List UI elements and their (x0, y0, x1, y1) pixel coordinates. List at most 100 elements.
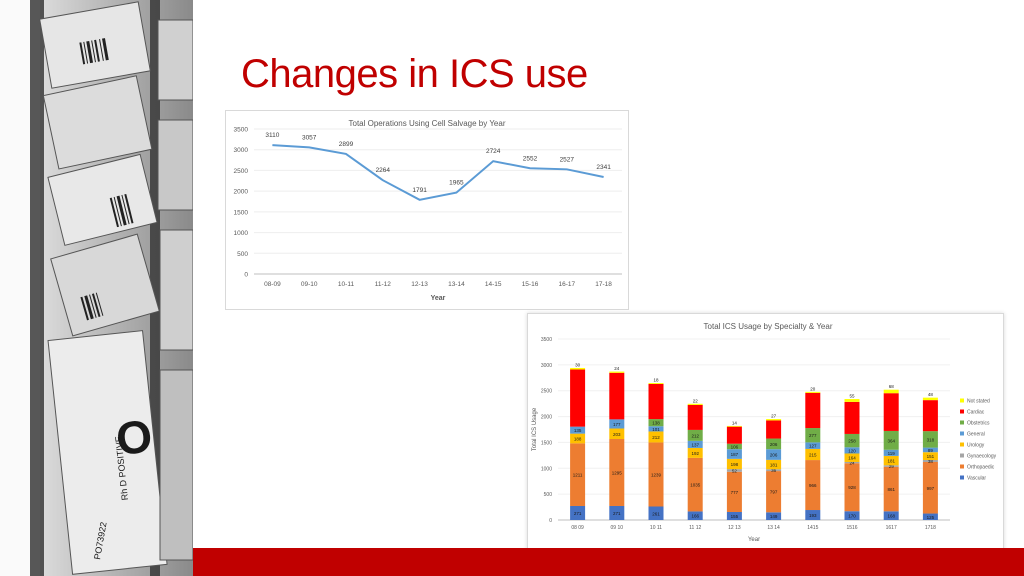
data-label: 3057 (302, 134, 317, 141)
bar-value-label: 181 (770, 463, 778, 468)
bar-value-label: 277 (809, 433, 817, 438)
bar-value-label: 928 (848, 485, 856, 490)
bar-segment (883, 449, 899, 456)
bar-value-label: 151 (927, 454, 935, 459)
bar-segment (805, 442, 821, 449)
bar-segment (726, 471, 742, 512)
bar-segment (609, 428, 625, 440)
bar-segment (922, 447, 938, 453)
bar-value-label: 135 (574, 428, 582, 433)
bar-value-label: 119 (888, 451, 896, 456)
y-tick-label: 1000 (541, 466, 552, 472)
bar-segment (687, 403, 703, 405)
bar-value-label: 106 (731, 444, 739, 449)
bar-value-label: 966 (809, 483, 817, 488)
data-label: 2724 (486, 148, 501, 155)
bar-segment (766, 469, 782, 472)
x-tick-label: 15-16 (522, 281, 539, 288)
y-tick-label: 2000 (234, 189, 249, 196)
bar-value-label: 1295 (612, 471, 623, 476)
legend-swatch (960, 409, 964, 414)
bar-segment (844, 463, 860, 512)
bar-segment (922, 397, 938, 401)
bar-segment (844, 447, 860, 454)
bar-segment (883, 389, 899, 394)
bar-segment (726, 426, 742, 444)
bar-value-label: 127 (809, 444, 817, 449)
bar-value-label: 188 (574, 436, 582, 441)
bar-value-label: 258 (848, 439, 856, 444)
bar-segment (883, 430, 899, 450)
bar-value-label: 212 (652, 435, 660, 440)
bar-segment (844, 453, 860, 462)
y-tick-label: 3500 (234, 127, 249, 134)
bar-segment (766, 419, 782, 421)
data-label: 2527 (560, 156, 575, 163)
legend-label: Not stated (967, 399, 990, 405)
bar-value-label: 14 (732, 420, 738, 425)
bar-value-label: 170 (848, 514, 856, 519)
bar-value-label: 18 (653, 378, 659, 383)
bar-segment (570, 433, 586, 444)
bar-segment (648, 383, 664, 384)
bar-value-label: 177 (613, 422, 621, 427)
y-axis-label: Total ICS Usage (532, 407, 538, 451)
bar-value-label: 203 (613, 432, 621, 437)
x-tick-label: 14-15 (485, 281, 502, 288)
x-tick-label: 08-09 (264, 281, 281, 288)
bar-segment (570, 367, 586, 370)
series-line (272, 144, 604, 201)
x-tick-label: 09 10 (611, 525, 624, 531)
blood-bag-photo: O Rh D POSITIVE PO73922 (0, 0, 193, 576)
bar-segment (570, 426, 586, 434)
bar-segment (922, 452, 938, 461)
y-tick-label: 2000 (541, 415, 552, 421)
bar-value-label: 138 (652, 421, 660, 426)
y-tick-label: 3000 (234, 147, 249, 154)
bar-value-label: 198 (731, 462, 739, 467)
x-tick-label: 12-13 (411, 281, 428, 288)
x-axis-label: Year (748, 537, 760, 543)
bar-segment (687, 511, 703, 520)
bar-value-label: 48 (928, 392, 934, 397)
bar-segment (687, 429, 703, 441)
bar-value-label: 1035 (690, 483, 701, 488)
bar-segment (570, 369, 586, 427)
bar-segment (766, 420, 782, 439)
bar-segment (726, 425, 742, 427)
bar-segment (844, 399, 860, 402)
x-tick-label: 10-11 (338, 281, 355, 288)
bar-segment (805, 448, 821, 461)
line-chart: Total Operations Using Cell Salvage by Y… (234, 119, 622, 302)
y-tick-label: 1000 (234, 230, 249, 237)
x-tick-label: 1415 (807, 525, 818, 531)
bar-segment (766, 471, 782, 513)
bar-segment (648, 431, 664, 443)
bar-value-label: 120 (848, 448, 856, 453)
legend-swatch (960, 464, 964, 469)
bar-value-label: 797 (770, 490, 778, 495)
bar-chart-title: Total ICS Usage by Specialty & Year (704, 322, 833, 331)
bar-segment (883, 455, 899, 466)
bar-chart-frame: Total ICS Usage by Specialty & Year 0 500 1… (527, 313, 1004, 553)
bar-value-label: 271 (574, 511, 582, 516)
bar-value-label: 27 (771, 414, 777, 419)
bar-segment (844, 433, 860, 448)
bar-segment (805, 392, 821, 429)
data-label: 2899 (339, 141, 354, 148)
bar-value-label: 193 (809, 513, 817, 518)
bar-segment (726, 443, 742, 450)
y-tick-label: 3500 (541, 337, 552, 343)
bar-value-label: 777 (731, 490, 739, 495)
bar-segment (648, 442, 664, 507)
bar-segment (883, 511, 899, 520)
bar-segment (766, 512, 782, 520)
bar-value-label: 101 (652, 427, 660, 432)
x-tick-label: 10 11 (650, 525, 662, 531)
bar-segment (648, 383, 664, 420)
data-label: 2341 (596, 164, 611, 171)
bar-segment (687, 440, 703, 448)
bar-value-label: 55 (849, 394, 855, 399)
bar-segment (570, 505, 586, 520)
legend-label: Vascular (967, 476, 986, 482)
